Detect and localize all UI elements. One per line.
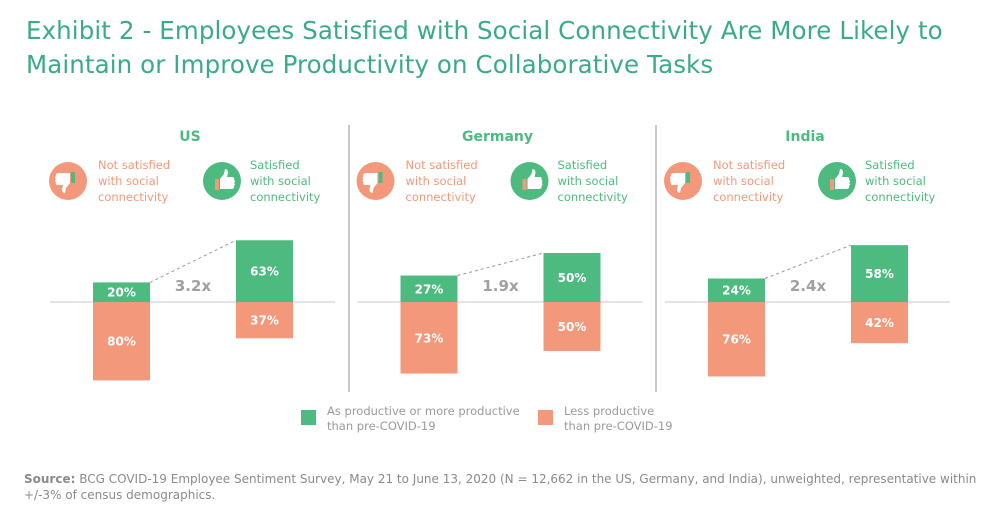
data-label-productive: 27% [415,282,444,296]
data-label-less-productive: 73% [415,331,444,345]
legend-line: As productive or more productive [327,404,520,418]
source-note: Source: BCG COVID-19 Employee Sentiment … [24,471,984,503]
legend-line: than pre-COVID-19 [564,419,673,433]
chart-title: Exhibit 2 - Employees Satisfied with Soc… [26,16,943,79]
satisfied-label: connectivity [250,190,321,204]
multiplier-label: 3.2x [175,277,212,295]
connector-line [764,244,852,279]
legend-label-productive: As productive or more productive than pr… [327,404,520,434]
connector-line [149,239,237,283]
panel-title: India [785,129,824,145]
multiplier-label: 2.4x [790,277,827,295]
not-satisfied-label: Not satisfied [98,158,170,172]
data-label-productive: 58% [865,267,894,281]
not-satisfied-label: connectivity [713,190,784,204]
not-satisfied-label: Not satisfied [713,158,785,172]
not-satisfied-label: with social [98,174,159,188]
satisfied-label: connectivity [558,190,629,204]
connector-line [457,252,544,277]
thumbs-up-icon-cuff [522,179,527,190]
thumbs-up-icon-hand [835,169,850,189]
bar-less-productive [93,302,150,381]
not-satisfied-label: connectivity [98,190,169,204]
bar-productive [708,278,765,302]
bar-less-productive [236,302,293,339]
thumbs-down-icon-hand [55,173,70,193]
thumbs-up-icon-cuff [215,179,219,190]
thumbs-up-icon-hand [220,169,235,189]
thumbs-up-icon-cuff [830,179,834,190]
not-satisfied-label: connectivity [406,190,477,204]
data-label-productive: 50% [558,271,587,285]
bar-productive [851,245,908,302]
multiplier-label: 1.9x [482,277,519,295]
bar-productive [236,240,293,302]
satisfied-label: with social [250,174,311,188]
legend-line: Less productive [564,404,655,418]
data-label-less-productive: 80% [107,335,136,349]
panel-title: US [179,129,200,145]
bar-less-productive [400,302,458,374]
legend-line: than pre-COVID-19 [327,419,436,433]
data-label-less-productive: 50% [558,320,587,334]
data-label-productive: 63% [250,265,279,279]
not-satisfied-label: with social [713,174,774,188]
data-label-less-productive: 42% [865,316,894,330]
thumbs-up-icon-hand [527,169,543,189]
source-text: BCG COVID-19 Employee Sentiment Survey, … [24,472,977,502]
thumbs-down-icon-cuff [378,172,383,183]
thumbs-down-icon-hand [362,173,378,193]
legend-swatch-less-productive [538,410,553,425]
not-satisfied-label: Not satisfied [406,158,478,172]
data-label-less-productive: 37% [250,314,279,328]
bar-less-productive [851,302,908,344]
bar-productive [400,275,458,302]
data-label-productive: 20% [107,286,136,300]
legend-swatch-productive [301,410,316,425]
bar-productive [93,282,150,302]
satisfied-label: with social [558,174,619,188]
not-satisfied-label: with social [406,174,467,188]
satisfied-label: with social [865,174,926,188]
satisfied-label: connectivity [865,190,936,204]
bar-less-productive [708,302,765,377]
satisfied-label: Satisfied [558,158,608,172]
bar-less-productive [543,302,601,351]
thumbs-down-icon-cuff [686,172,690,183]
legend-label-less-productive: Less productive than pre-COVID-19 [564,404,673,434]
bar-productive [543,253,601,302]
thumbs-down-icon-hand [670,173,685,193]
satisfied-label: Satisfied [250,158,300,172]
data-label-less-productive: 76% [722,333,751,347]
satisfied-label: Satisfied [865,158,915,172]
thumbs-down-icon-cuff [71,172,75,183]
panel-title: Germany [462,129,533,145]
source-label: Source: [24,472,76,486]
data-label-productive: 24% [722,284,751,298]
